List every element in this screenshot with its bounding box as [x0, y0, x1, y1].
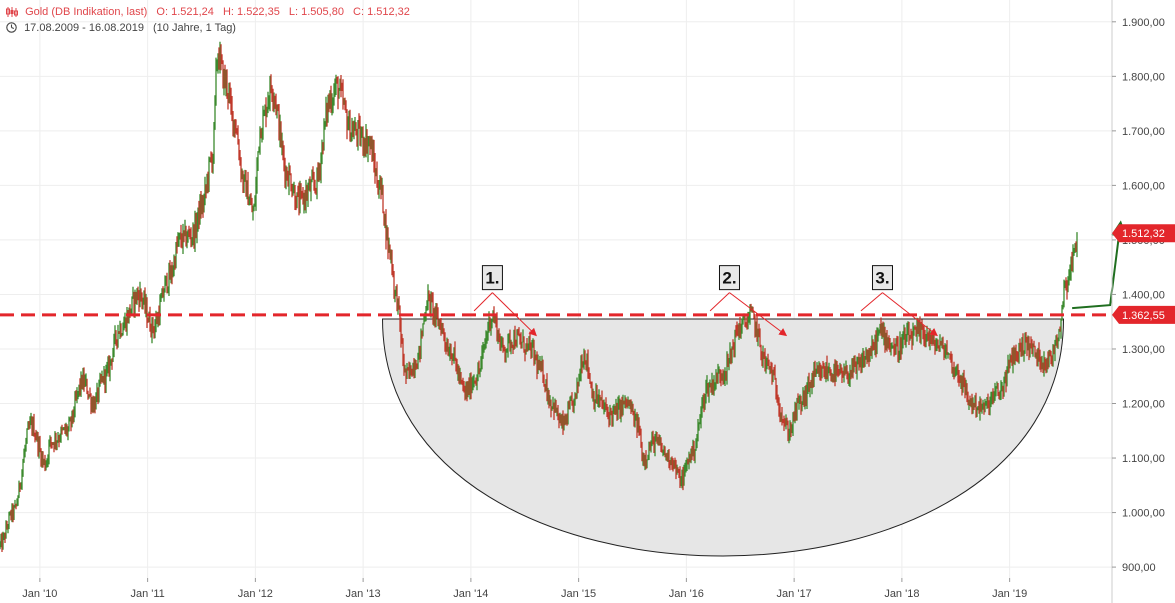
annotations: 1. 2. 3. [0, 220, 1127, 337]
price-down-ticks [1, 44, 1077, 552]
time-range: (10 Jahre, 1 Tag) [153, 22, 236, 34]
price-series [0, 41, 1078, 552]
breakout-arrow [1072, 220, 1127, 310]
last-price-label: 1.512,32 [1122, 228, 1165, 240]
peak-label: 1. [485, 269, 499, 288]
y-tick-label: 1.000,00 [1122, 508, 1165, 520]
peak-label-box [871, 265, 893, 291]
x-tick-label: Jan '18 [884, 588, 919, 600]
bowl-outline [382, 318, 1065, 557]
resistance-price-flag [1112, 305, 1175, 324]
open-value: O: 1.521,24 [156, 6, 214, 18]
low-value: L: 1.505,80 [288, 6, 344, 18]
peak-marker-arrow [882, 292, 938, 337]
peak-marker-arrow [729, 292, 788, 337]
y-tick-label: 1.200,00 [1122, 399, 1165, 411]
y-tick-label: 1.100,00 [1122, 453, 1165, 465]
chart-header-period: 17.08.2009 - 16.08.2019 (10 Jahre, 1 Tag… [6, 22, 242, 34]
peak-label-box [481, 265, 503, 291]
y-tick-label: 1.700,00 [1122, 126, 1165, 138]
y-tick-label: 1.800,00 [1122, 71, 1165, 83]
peak-label: 3. [875, 269, 889, 288]
x-tick-label: Jan '11 [130, 588, 164, 600]
last-price-flag [1112, 224, 1175, 243]
y-tick-label: 1.400,00 [1122, 289, 1165, 301]
y-axis: 900,00 1.000,00 1.100,00 1.200,00 1.300,00 1.… [1111, 0, 1175, 603]
x-tick-label: Jan '13 [346, 588, 381, 600]
x-tick-label: Jan '14 [453, 588, 488, 600]
x-tick-label: Jan '16 [669, 588, 704, 600]
y-tick-label: 1.300,00 [1122, 344, 1165, 356]
high-value: H: 1.522,35 [222, 6, 280, 18]
y-tick-label: 1.600,00 [1122, 180, 1165, 192]
x-tick-label: Jan '15 [561, 588, 596, 600]
x-tick-label: Jan '19 [992, 588, 1027, 600]
price-up-ticks [0, 41, 1078, 550]
bowl-pattern [382, 318, 1065, 557]
chart-header-ohlc: Gold (DB Indikation, last) O: 1.521,24 H… [6, 6, 416, 18]
resistance-price-label: 1.362,55 [1122, 310, 1165, 322]
peak-marker-left-line [473, 292, 493, 312]
candlestick-icon [6, 7, 18, 17]
close-value: C: 1.512,32 [353, 6, 410, 18]
date-range: 17.08.2009 - 16.08.2019 [24, 22, 144, 34]
x-tick-label: Jan '17 [777, 588, 812, 600]
x-tick-label: Jan '10 [22, 588, 57, 600]
clock-icon [6, 22, 17, 33]
instrument-name: Gold (DB Indikation, last) [25, 6, 148, 18]
peak-marker-left-line [709, 292, 730, 312]
y-tick-label: 1.900,00 [1122, 17, 1165, 29]
x-axis: Jan '10 Jan '11 Jan '12 Jan '13 Jan '14 Jan '… [22, 578, 1027, 600]
peak-marker-arrow [492, 292, 537, 337]
peak-label: 2. [722, 269, 736, 288]
y-tick-label: 900,00 [1122, 562, 1156, 574]
x-tick-label: Jan '12 [238, 588, 273, 600]
peak-label-box [718, 265, 740, 291]
peak-marker-left-line [860, 292, 883, 312]
